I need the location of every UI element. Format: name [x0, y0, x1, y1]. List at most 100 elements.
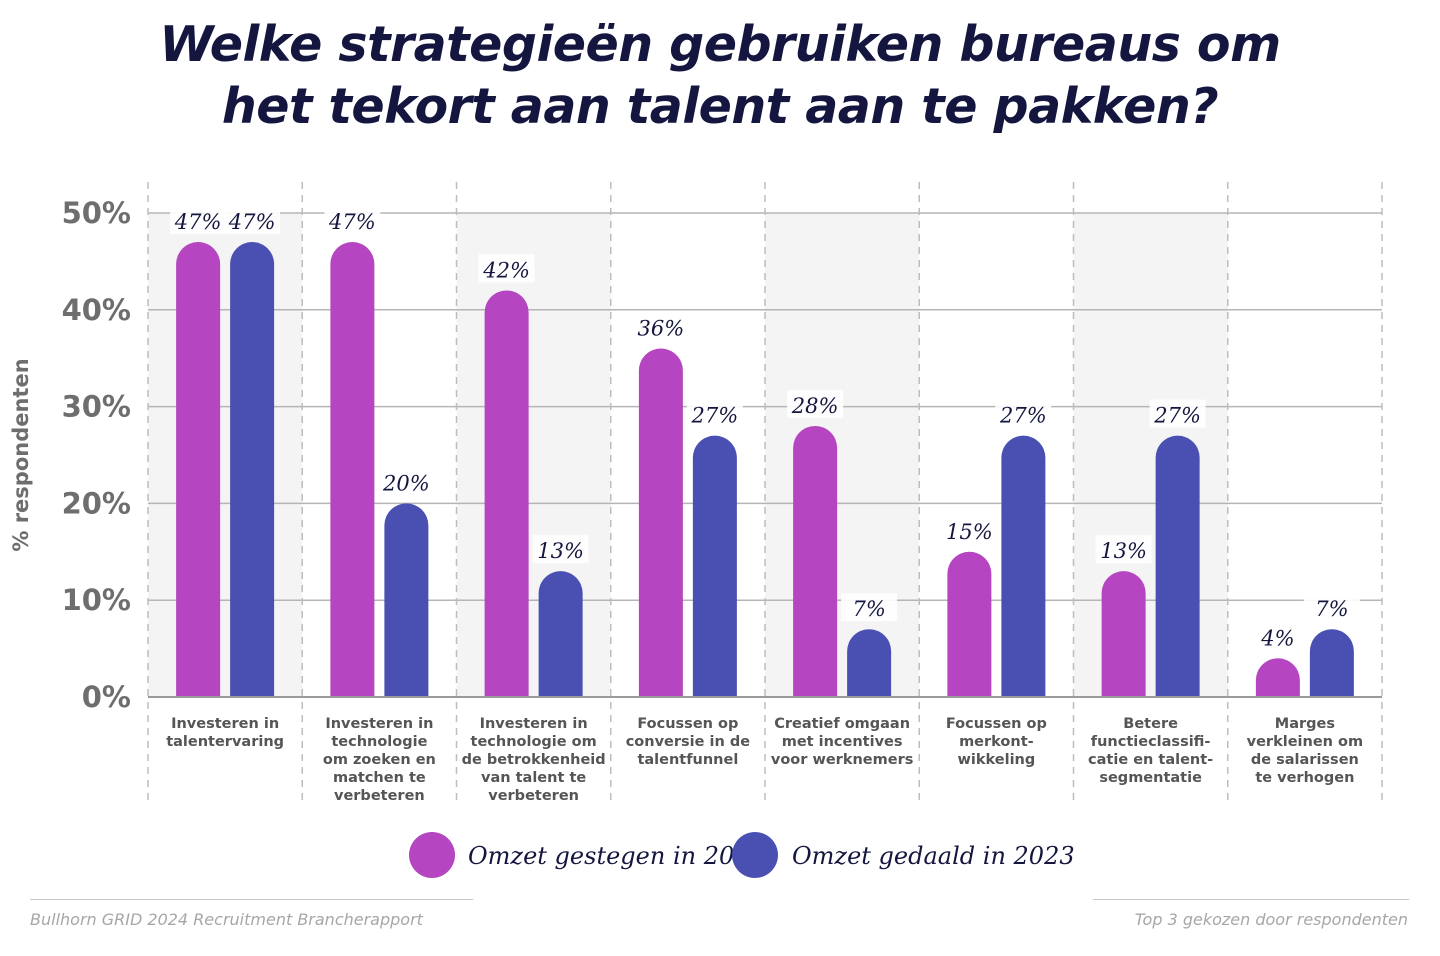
bar-omzet-gestegen [330, 242, 375, 697]
x-category-label-line: van talent te [481, 770, 586, 786]
data-label-backdrop [1095, 535, 1152, 564]
data-label: 47% [174, 210, 222, 234]
chart-title-line-2: het tekort aan talent aan te pakken? [221, 78, 1219, 135]
data-label: 27% [1153, 404, 1201, 428]
data-label-backdrop [632, 312, 689, 341]
x-category-label-line: verbeteren [334, 788, 425, 804]
data-label-backdrop [478, 254, 535, 283]
y-tick-label: 50% [62, 196, 131, 230]
data-label-backdrop [532, 535, 589, 564]
data-label-backdrop [324, 206, 381, 235]
data-label: 27% [691, 404, 739, 428]
chart-title-line-1: Welke strategieën gebruiken bureaus om [159, 16, 1281, 73]
legend-marker-omzet-gestegen [409, 832, 455, 878]
data-label: 7% [852, 597, 885, 621]
data-label: 13% [1100, 539, 1147, 563]
x-category-label: Focussen op conversie in de talentfunnel [626, 716, 751, 768]
x-category-label-line: verbeteren [488, 788, 579, 804]
bar-omzet-gestegen [1255, 658, 1300, 697]
bar-omzet-gestegen [484, 290, 529, 697]
x-category-label-line: merkont- [959, 734, 1034, 750]
x-category-label-line: te verhogen [1255, 770, 1354, 786]
y-tick-label: 30% [62, 390, 131, 424]
data-label: 7% [1315, 597, 1348, 621]
data-label-backdrop [1249, 622, 1306, 651]
x-category-label-line: de betrokkenheid [462, 752, 606, 768]
bar-omzet-gedaald [1309, 629, 1354, 697]
group-band [148, 213, 303, 697]
x-category-label-line: met incentives [782, 734, 903, 750]
group-band [765, 213, 920, 697]
x-category-label-line: technologie om [471, 734, 597, 750]
bar-omzet-gedaald [1001, 435, 1046, 697]
y-tick-label: 40% [62, 293, 131, 327]
x-category-label-line: Focussen op [946, 716, 1047, 732]
data-label: 47% [228, 210, 276, 234]
data-label: 47% [328, 210, 376, 234]
bar-omzet-gedaald [230, 242, 275, 697]
y-tick-label: 20% [62, 486, 131, 520]
data-label-backdrop [995, 399, 1052, 428]
legend-label-omzet-gestegen: Omzet gestegen in 2023 [468, 842, 765, 870]
legend-label-omzet-gedaald: Omzet gedaald in 2023 [792, 842, 1075, 870]
data-label-backdrop [170, 206, 227, 235]
x-category-label-line: catie en talent- [1088, 752, 1213, 768]
data-label: 13% [537, 539, 584, 563]
x-category-label-line: om zoeken en [323, 752, 436, 768]
x-category-label-line: Investeren in [480, 716, 588, 732]
x-category-label-line: verkleinen om [1247, 734, 1363, 750]
x-category-label-line: conversie in de [626, 734, 751, 750]
bar-omzet-gestegen [638, 348, 683, 697]
bar-omzet-gedaald [1155, 435, 1200, 697]
legend-marker-omzet-gedaald [732, 832, 778, 878]
footer-divider-right [1093, 899, 1409, 900]
x-category-label-line: talentervaring [166, 734, 284, 750]
data-label-backdrop [787, 389, 844, 418]
x-category-label-line: matchen te [333, 770, 426, 786]
chart-title: Welke strategieën gebruiken bureaus om h… [0, 14, 1440, 138]
bar-omzet-gedaald [538, 571, 583, 697]
group-band [456, 213, 611, 697]
bar-omzet-gestegen [1101, 571, 1146, 697]
x-category-label-line: talentfunnel [637, 752, 738, 768]
bar-omzet-gedaald [692, 435, 737, 697]
data-label: 15% [946, 520, 993, 544]
x-category-label: Investeren in talentervaring [166, 716, 284, 750]
data-label-backdrop [941, 515, 998, 544]
x-category-label-line: Creatief omgaan [774, 716, 910, 732]
bar-omzet-gedaald [847, 629, 892, 697]
group-band [1073, 213, 1228, 697]
x-category-label-line: Focussen op [637, 716, 738, 732]
x-category-label: Investeren in technologie om de betrokkenh… [462, 716, 606, 804]
footer-divider-left [30, 899, 473, 900]
data-label-backdrop [1149, 399, 1206, 428]
x-category-label-line: Betere [1123, 716, 1178, 732]
data-label: 20% [382, 471, 430, 495]
y-tick-label: 0% [82, 680, 131, 714]
x-category-label: Focussen op merkont-wikkeling [946, 716, 1047, 768]
x-category-label: Marges verkleinen om de salarissen te verho… [1247, 716, 1363, 786]
y-axis-title: % respondenten [9, 358, 33, 551]
x-category-label-line: functieclassifi- [1091, 734, 1211, 750]
bar-omzet-gedaald [384, 503, 429, 697]
bar-omzet-gestegen [176, 242, 221, 697]
data-label: 27% [999, 404, 1047, 428]
x-category-label-line: Investeren in [325, 716, 433, 732]
x-category-label-line: voor werknemers [771, 752, 913, 768]
data-label-backdrop [1303, 593, 1360, 622]
data-label: 42% [482, 258, 530, 282]
data-label-backdrop [686, 399, 743, 428]
data-label-backdrop [378, 467, 435, 496]
x-category-label-line: Marges [1275, 716, 1335, 732]
data-label: 4% [1260, 626, 1294, 650]
y-tick-label: 10% [62, 583, 131, 617]
x-category-label-line: de salarissen [1251, 752, 1359, 768]
data-label-backdrop [224, 206, 281, 235]
x-category-label-line: segmentatie [1099, 770, 1202, 786]
bar-omzet-gestegen [793, 425, 838, 697]
x-category-label: Creatief omgaan met incentives voor werkne… [771, 716, 913, 768]
bar-omzet-gestegen [947, 551, 992, 697]
x-category-label: Betere functieclassifi-catie en talent-se… [1088, 716, 1213, 786]
footer-source: Bullhorn GRID 2024 Recruitment Branchera… [30, 910, 423, 929]
